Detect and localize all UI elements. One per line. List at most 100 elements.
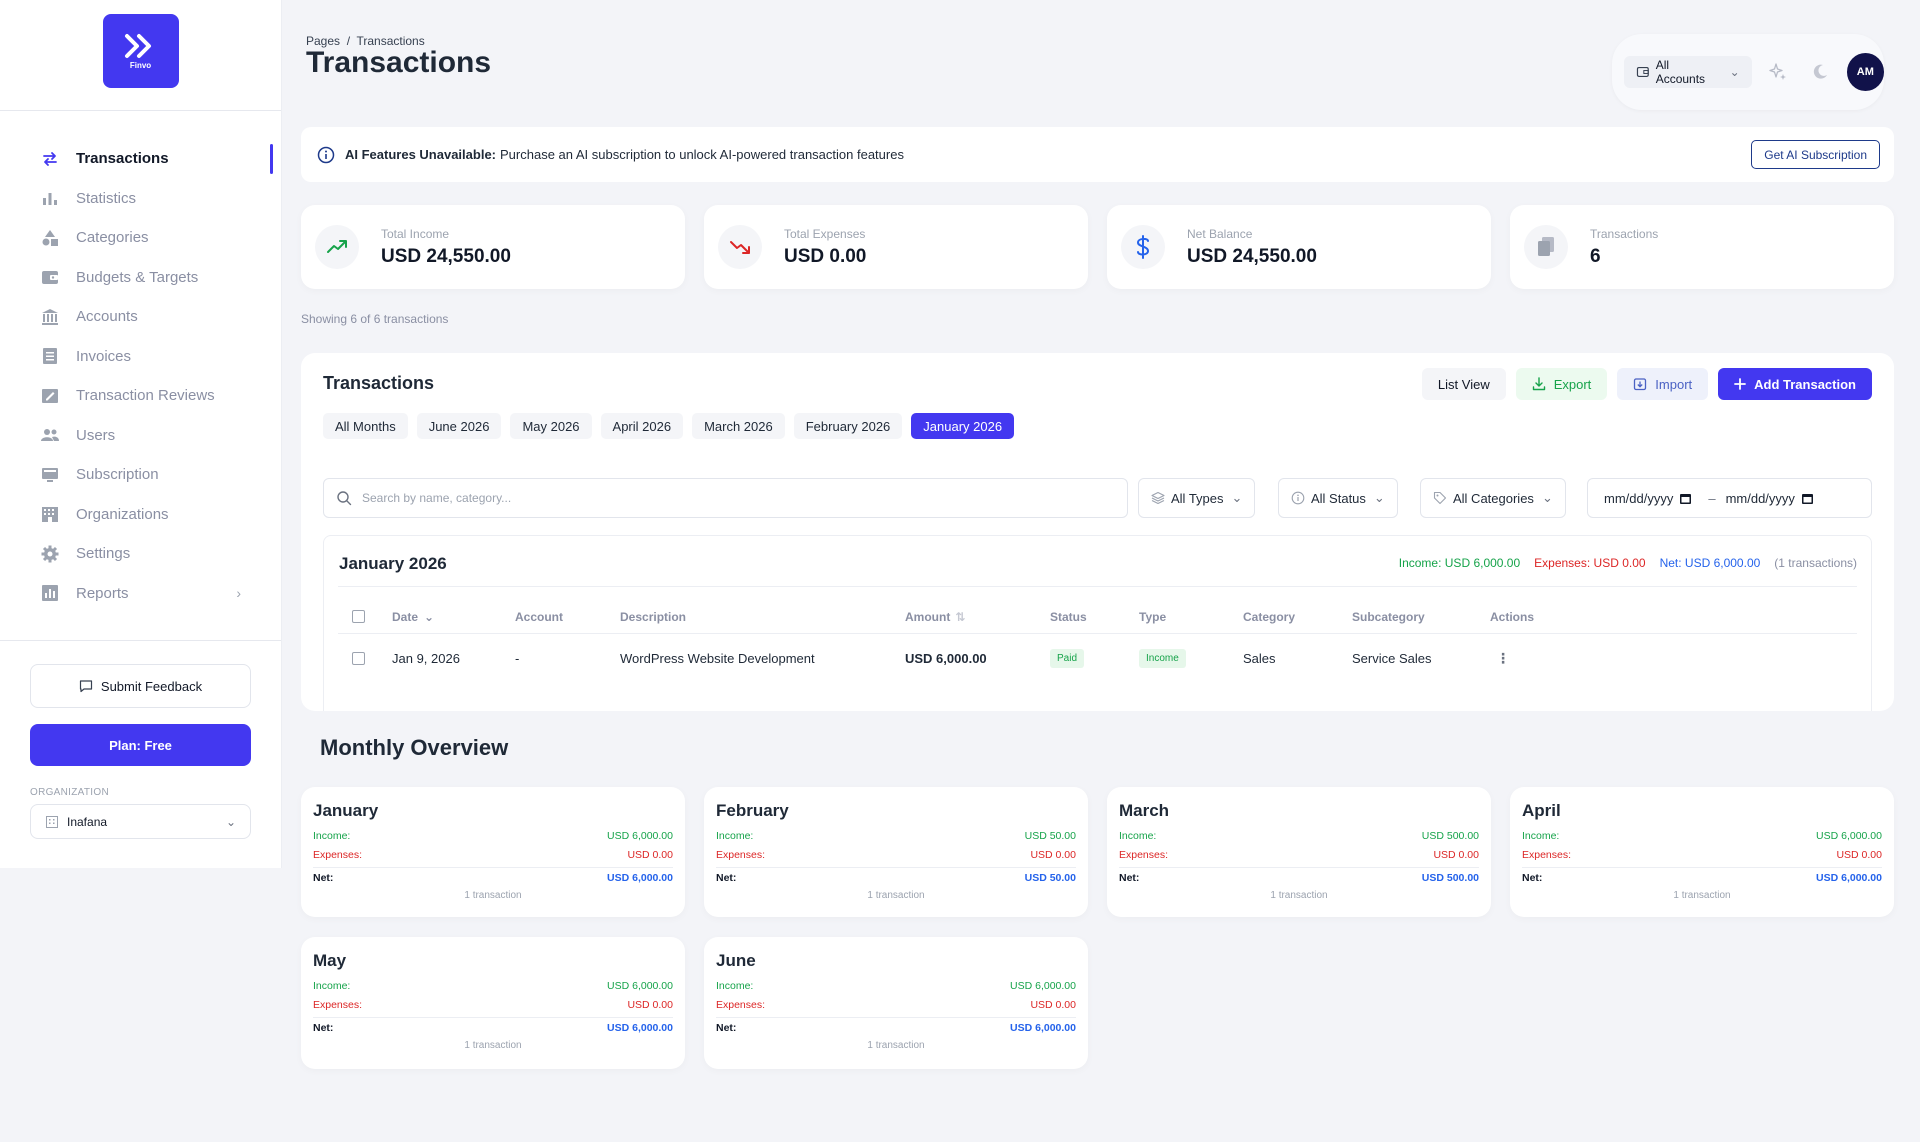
date-range-filter[interactable]: mm/dd/yyyy – mm/dd/yyyy	[1587, 478, 1872, 518]
column-subcategory: Subcategory	[1352, 609, 1425, 624]
sidebar-item-settings[interactable]: Settings	[0, 534, 281, 574]
import-button[interactable]: Import	[1617, 368, 1709, 400]
calendar-icon[interactable]	[1801, 492, 1814, 505]
column-description: Description	[620, 609, 687, 624]
status-filter[interactable]: All Status ⌄	[1278, 478, 1398, 518]
sidebar-item-categories[interactable]: Categories	[0, 218, 281, 258]
calendar-icon[interactable]	[1679, 492, 1692, 505]
sidebar-item-label: Subscription	[76, 466, 159, 484]
expenses-label: Expenses:	[716, 998, 766, 1011]
row-amount: USD 6,000.00	[905, 650, 987, 666]
page-title: Transactions	[306, 46, 492, 79]
month-name: June	[716, 951, 756, 970]
income-value: USD 6,000.00	[607, 979, 673, 992]
sidebar-item-transaction-reviews[interactable]: Transaction Reviews	[0, 376, 281, 416]
sidebar-item-label: Budgets & Targets	[76, 268, 199, 286]
month-card-january: January Income: USD 6,000.00 Expenses: USD…	[301, 787, 685, 917]
breadcrumb: Pages / Transactions	[306, 34, 425, 48]
add-transaction-button[interactable]: Add Transaction	[1718, 368, 1872, 400]
arrows-swap-icon	[40, 149, 60, 169]
tab-march-2026[interactable]: March 2026	[692, 413, 785, 439]
sidebar-item-organizations[interactable]: Organizations	[0, 495, 281, 535]
column-amount[interactable]: Amount ⇅	[905, 600, 965, 633]
expenses-label: Expenses:	[1522, 848, 1572, 861]
stat-label: Total Expenses	[784, 226, 866, 241]
sidebar-item-accounts[interactable]: Accounts	[0, 297, 281, 337]
net-line: Net: USD 6,000.00	[313, 867, 673, 887]
sidebar-item-label: Transactions	[76, 150, 169, 168]
wallet-icon	[1636, 67, 1649, 77]
tab-may-2026[interactable]: May 2026	[510, 413, 592, 439]
accounts-dropdown[interactable]: All Accounts ⌄	[1624, 56, 1752, 88]
sidebar-footer: Submit Feedback Plan: Free ORGANIZATION …	[0, 640, 281, 839]
checkbox[interactable]	[352, 651, 365, 665]
export-button[interactable]: Export	[1515, 368, 1608, 400]
get-ai-subscription-button[interactable]: Get AI Subscription	[1751, 140, 1880, 169]
expenses-line: Expenses: USD 0.00	[313, 845, 673, 864]
month-card-february: February Income: USD 50.00 Expenses: USD 0…	[704, 787, 1088, 917]
row-description: WordPress Website Development	[620, 650, 815, 666]
search-input[interactable]: Search by name, category...	[323, 478, 1128, 518]
stat-value: USD 24,550.00	[1187, 245, 1317, 267]
logo-area: Finvo	[0, 0, 281, 111]
date-to-input[interactable]: mm/dd/yyyy	[1725, 490, 1795, 506]
organization-select[interactable]: Inafana ⌄	[30, 804, 251, 839]
group-net: Net: USD 6,000.00	[1659, 556, 1761, 570]
expenses-value: USD 0.00	[627, 848, 673, 861]
income-label: Income:	[313, 829, 351, 842]
sidebar-item-budgets[interactable]: Budgets & Targets	[0, 258, 281, 298]
avatar[interactable]: AM	[1846, 53, 1885, 91]
sidebar-item-users[interactable]: Users	[0, 416, 281, 456]
net-value: USD 6,000.00	[607, 1021, 673, 1034]
expenses-line: Expenses: USD 0.00	[1522, 845, 1882, 864]
sidebar: Finvo Transactions Statistics Categories…	[0, 0, 282, 868]
types-filter[interactable]: All Types ⌄	[1138, 478, 1256, 518]
submit-feedback-button[interactable]: Submit Feedback	[30, 664, 251, 708]
tab-february-2026[interactable]: February 2026	[793, 413, 903, 439]
theme-toggle-button[interactable]	[1805, 57, 1835, 87]
row-checkbox[interactable]	[352, 634, 365, 682]
moon-icon	[1813, 64, 1827, 79]
date-from-input[interactable]: mm/dd/yyyy	[1604, 490, 1674, 506]
tab-april-2026[interactable]: April 2026	[600, 413, 684, 439]
download-icon	[1532, 377, 1545, 391]
stat-label: Net Balance	[1187, 226, 1253, 241]
net-value: USD 500.00	[1421, 871, 1479, 884]
plan-button[interactable]: Plan: Free	[30, 724, 251, 766]
column-status: Status	[1050, 609, 1087, 624]
sidebar-item-transactions[interactable]: Transactions	[0, 139, 281, 179]
users-icon	[40, 425, 60, 445]
search-icon	[337, 491, 352, 506]
row-subcategory: Service Sales	[1352, 650, 1432, 666]
panel-actions: List View Export Import Add Transaction	[1412, 368, 1872, 400]
table-row[interactable]: Jan 9, 2026 - WordPress Website Developm…	[338, 634, 1857, 682]
sidebar-item-statistics[interactable]: Statistics	[0, 179, 281, 219]
document-icon	[40, 346, 60, 366]
chevron-down-icon: ⌄	[424, 609, 435, 624]
income-label: Income:	[1522, 829, 1560, 842]
sidebar-item-reports[interactable]: Reports ›	[0, 574, 281, 614]
column-date[interactable]: Date ⌄	[392, 600, 434, 633]
checkbox[interactable]	[352, 610, 365, 623]
transactions-panel: Transactions List View Export Import Add…	[301, 353, 1894, 711]
list-view-button[interactable]: List View	[1421, 368, 1506, 400]
transaction-count: 1 transaction	[464, 1040, 522, 1051]
sidebar-item-invoices[interactable]: Invoices	[0, 337, 281, 377]
expenses-line: Expenses: USD 0.00	[1119, 845, 1479, 864]
net-label: Net:	[1522, 871, 1543, 884]
tab-june-2026[interactable]: June 2026	[416, 413, 502, 439]
expenses-label: Expenses:	[313, 998, 363, 1011]
gear-icon	[40, 544, 60, 564]
tab-january-2026[interactable]: January 2026	[911, 413, 1015, 439]
categories-filter[interactable]: All Categories ⌄	[1420, 478, 1566, 518]
app-logo[interactable]: Finvo	[102, 14, 179, 88]
ai-unavailable-alert: AI Features Unavailable: Purchase an AI …	[301, 127, 1894, 182]
more-actions-icon[interactable]: ⋮	[1496, 649, 1510, 666]
expenses-value: USD 0.00	[627, 998, 673, 1011]
tab-all-months[interactable]: All Months	[323, 413, 408, 439]
net-label: Net:	[313, 871, 334, 884]
sidebar-item-subscription[interactable]: Subscription	[0, 455, 281, 495]
ai-sparkle-button[interactable]	[1764, 57, 1794, 87]
select-all-checkbox[interactable]	[352, 600, 365, 633]
stat-card-transactions: Transactions 6	[1510, 205, 1894, 289]
